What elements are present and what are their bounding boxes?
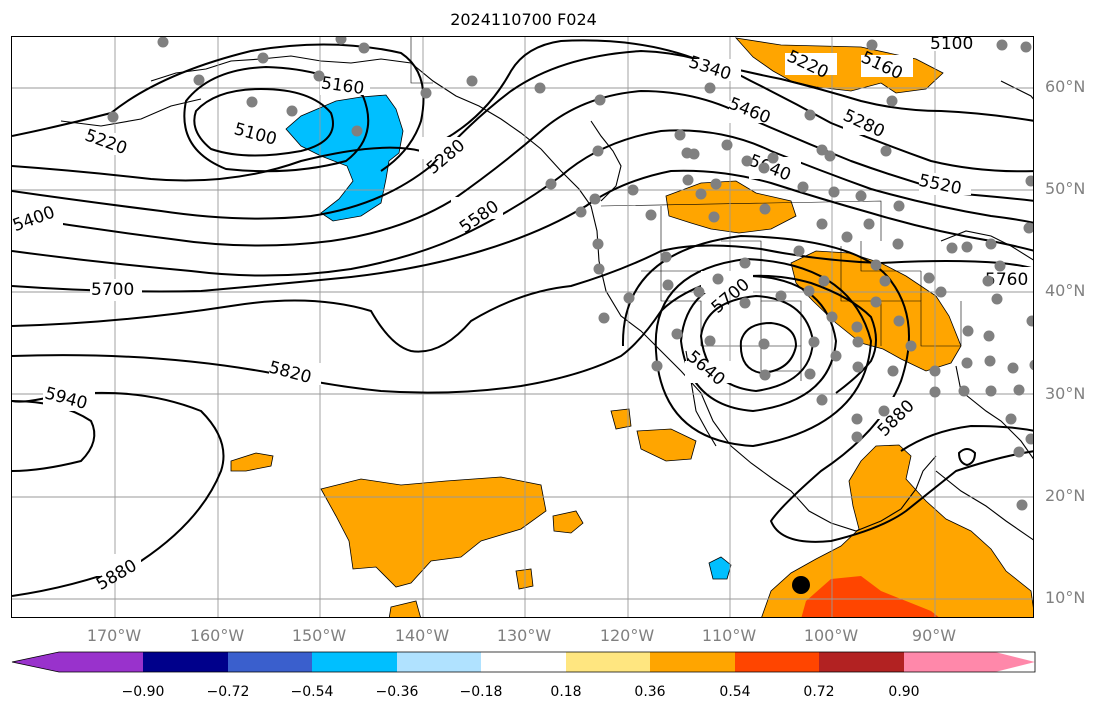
map-panel: 5160 5100 5220 5400 5280 5580 5340 5460 … — [11, 36, 1034, 618]
lon-label-130w: 130°W — [496, 626, 552, 645]
colorbar-bin — [481, 652, 566, 672]
lat-label-50n: 50°N — [1045, 179, 1086, 198]
lat-label-60n: 60°N — [1045, 77, 1086, 96]
colorbar-tick-label: 0.54 — [719, 684, 751, 700]
colorbar-tick-label: 0.90 — [888, 684, 920, 700]
colorbar-tick-label: 0.36 — [634, 684, 666, 700]
lat-label-40n: 40°N — [1045, 281, 1086, 300]
contour-label-5700-pacific: 5700 — [91, 280, 134, 300]
colorbar-bin — [904, 652, 995, 672]
contour-label-5760-east: 5760 — [985, 270, 1028, 290]
colorbar-tick-label: −0.36 — [375, 684, 419, 700]
contour-label-5460: 5460 — [726, 94, 774, 129]
precip-orange-areas — [230, 37, 1033, 617]
colorbar-tick-label: −0.90 — [121, 684, 165, 700]
colorbar-outline — [11, 651, 1036, 673]
lon-label-100w: 100°W — [803, 626, 859, 645]
height-contours — [12, 39, 1033, 597]
lon-label-150w: 150°W — [291, 626, 347, 645]
graticule — [12, 37, 1033, 617]
lon-label-110w: 110°W — [701, 626, 757, 645]
colorbar-bin — [59, 652, 143, 672]
colorbar-bin — [566, 652, 650, 672]
lon-label-120w: 120°W — [599, 626, 655, 645]
colorbar-tick-label: −0.18 — [459, 684, 503, 700]
lon-label-90w: 90°W — [911, 626, 957, 645]
lon-label-160w: 160°W — [189, 626, 245, 645]
precip-dark-orange-area — [801, 576, 939, 617]
colorbar-tick-label: −0.72 — [206, 684, 250, 700]
colorbar-tick-label: −0.54 — [290, 684, 334, 700]
station-dots — [107, 37, 1033, 511]
colorbar-tick-label: 0.18 — [550, 684, 582, 700]
colorbar-tick-label: 0.72 — [803, 684, 835, 700]
contour-label-5100-canada: 5100 — [930, 37, 973, 54]
black-dot-marker — [792, 576, 810, 594]
precip-cyan-areas — [285, 94, 732, 580]
lon-label-170w: 170°W — [86, 626, 142, 645]
colorbar — [11, 651, 1036, 673]
colorbar-bin — [312, 652, 397, 672]
lat-label-10n: 10°N — [1045, 588, 1086, 607]
colorbar-bin — [650, 652, 735, 672]
lat-label-30n: 30°N — [1045, 384, 1086, 403]
colorbar-bin — [735, 652, 819, 672]
colorbar-bin — [995, 652, 1035, 672]
lat-label-20n: 20°N — [1045, 486, 1086, 505]
colorbar-bin — [143, 652, 228, 672]
colorbar-bin — [397, 652, 481, 672]
colorbar-bin — [228, 652, 312, 672]
colorbar-bin — [819, 652, 904, 672]
lon-label-140w: 140°W — [394, 626, 450, 645]
map-title: 2024110700 F024 — [450, 10, 597, 29]
colorbar-bin — [12, 652, 59, 672]
